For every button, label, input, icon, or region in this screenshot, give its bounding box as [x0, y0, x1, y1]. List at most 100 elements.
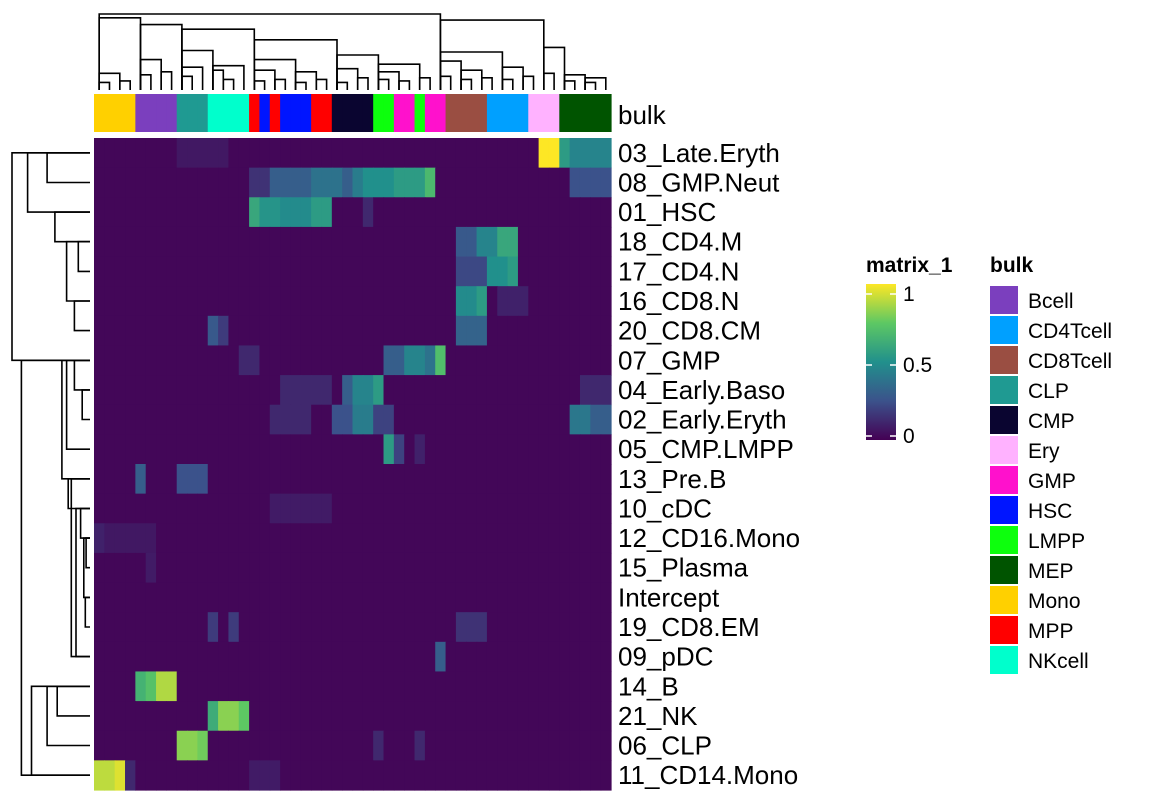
heatmap-cell — [404, 197, 416, 228]
heatmap-cell — [538, 226, 550, 258]
heatmap-cell — [497, 701, 509, 732]
heatmap-cell — [559, 612, 571, 643]
heatmap-cell — [600, 138, 612, 169]
heatmap-cell — [135, 760, 147, 791]
heatmap-cell — [569, 197, 581, 228]
annotation-cell — [538, 94, 550, 132]
heatmap-cell — [373, 464, 385, 495]
heatmap-cell — [207, 286, 219, 317]
heatmap-cell — [290, 493, 302, 524]
heatmap-cell — [455, 138, 467, 169]
heatmap-cell — [383, 138, 395, 169]
heatmap-cell — [466, 464, 478, 495]
heatmap-cell — [197, 671, 209, 702]
heatmap-cell — [559, 552, 571, 584]
heatmap-cell — [300, 197, 312, 228]
heatmap-cell — [290, 612, 302, 643]
heatmap-cell — [218, 226, 230, 258]
heatmap-cell — [342, 256, 354, 287]
heatmap-cell — [548, 582, 560, 613]
heatmap-cell — [466, 641, 478, 673]
heatmap-cell — [507, 226, 519, 258]
heatmap-cell — [590, 167, 602, 198]
heatmap-cell — [600, 197, 612, 228]
heatmap-cell — [600, 671, 612, 702]
row-label: 15_Plasma — [618, 553, 749, 583]
annotation-cell — [414, 94, 426, 132]
heatmap-cell — [579, 464, 591, 495]
heatmap-cell — [559, 523, 571, 554]
heatmap-cell — [218, 138, 230, 169]
annotation-cell — [197, 94, 209, 132]
heatmap-cell — [238, 286, 250, 317]
heatmap-cell — [104, 138, 116, 169]
heatmap-cell — [269, 197, 281, 228]
heatmap-cell — [197, 523, 209, 554]
heatmap-cell — [259, 404, 271, 435]
heatmap-cell — [342, 523, 354, 554]
heatmap-cell — [259, 167, 271, 198]
heatmap-cell — [238, 671, 250, 702]
heatmap-cell — [290, 345, 302, 376]
heatmap-cell — [94, 256, 105, 287]
heatmap-cell — [135, 701, 147, 732]
heatmap-cell — [445, 464, 457, 495]
heatmap-cell — [455, 167, 467, 198]
heatmap-cell — [135, 464, 147, 495]
heatmap-cell — [373, 226, 385, 258]
heatmap-cell — [259, 315, 271, 347]
heatmap-cell — [187, 671, 198, 702]
heatmap-cell — [497, 760, 509, 791]
heatmap-cell — [218, 641, 230, 673]
heatmap-cell — [569, 404, 581, 435]
legend-swatch — [990, 286, 1018, 314]
heatmap-cell — [393, 701, 405, 732]
dendrogram-branch — [543, 72, 555, 90]
heatmap-cell — [455, 464, 467, 495]
dendrogram-branch — [481, 77, 493, 90]
heatmap-cell — [466, 404, 478, 435]
annotation-cell — [249, 94, 261, 132]
heatmap-cell — [559, 493, 571, 524]
heatmap-cell — [538, 138, 550, 169]
heatmap-cell — [393, 523, 405, 554]
heatmap-cell — [176, 345, 188, 376]
dendrogram-branch — [212, 69, 225, 90]
annotation-cell — [455, 94, 467, 132]
annotation-cell — [497, 94, 509, 132]
heatmap-cell — [579, 404, 591, 435]
heatmap-cell — [528, 701, 540, 732]
heatmap-cell — [114, 138, 126, 169]
row-label: 21_NK — [618, 701, 698, 731]
heatmap-cell — [342, 493, 354, 524]
heatmap-cell — [321, 701, 333, 732]
heatmap-cell — [238, 582, 250, 613]
heatmap-cell — [125, 582, 136, 613]
heatmap-cell — [114, 315, 126, 347]
heatmap-cell — [342, 167, 354, 198]
heatmap-cell — [331, 256, 343, 287]
heatmap-cell — [590, 760, 602, 791]
heatmap-cell — [569, 464, 581, 495]
heatmap-cell — [486, 523, 498, 554]
heatmap-cell — [135, 671, 147, 702]
heatmap-cell — [538, 375, 550, 406]
heatmap-cell — [259, 730, 271, 761]
dendrogram-branch — [253, 80, 266, 90]
heatmap-cell — [383, 523, 395, 554]
heatmap-cell — [269, 552, 281, 584]
annotation-cell — [94, 94, 105, 132]
heatmap-cell — [228, 226, 240, 258]
heatmap-cell — [207, 493, 219, 524]
heatmap-cell — [114, 226, 126, 258]
heatmap-cell — [156, 641, 167, 673]
heatmap-cell — [435, 138, 447, 169]
heatmap-cell — [187, 197, 198, 228]
heatmap-cell — [414, 701, 426, 732]
heatmap-cell — [197, 345, 209, 376]
heatmap-cell — [414, 286, 426, 317]
heatmap-cell — [197, 286, 209, 317]
heatmap-cell — [280, 345, 292, 376]
heatmap-cell — [114, 701, 126, 732]
heatmap-cell — [280, 464, 292, 495]
